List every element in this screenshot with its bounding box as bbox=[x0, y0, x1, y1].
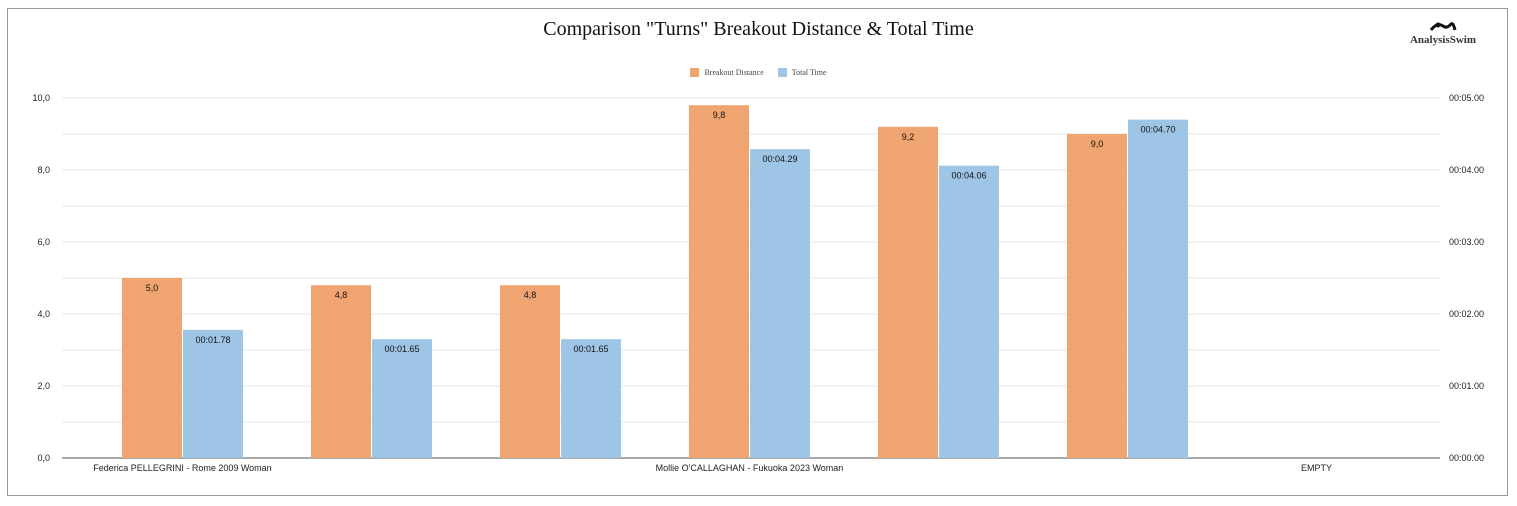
legend-label: Breakout Distance bbox=[704, 68, 764, 77]
bar-total-time bbox=[750, 149, 810, 458]
bar-total-time bbox=[372, 339, 432, 458]
bar-breakout-distance bbox=[689, 105, 749, 458]
data-label: 00:04.06 bbox=[951, 171, 986, 181]
bar-breakout-distance bbox=[1067, 134, 1127, 458]
right-tick-label: 00:01.00 bbox=[1449, 381, 1484, 391]
bar-breakout-distance bbox=[500, 285, 560, 458]
legend-label: Total Time bbox=[791, 68, 827, 77]
bar-breakout-distance bbox=[878, 126, 938, 459]
data-label: 9,8 bbox=[713, 110, 726, 120]
left-tick-label: 10,0 bbox=[32, 93, 50, 103]
bar-total-time bbox=[561, 339, 621, 458]
data-label: 5,0 bbox=[146, 283, 159, 293]
left-tick-label: 8,0 bbox=[37, 165, 50, 175]
right-tick-label: 00:05.00 bbox=[1449, 93, 1484, 103]
left-tick-label: 6,0 bbox=[37, 237, 50, 247]
left-tick-label: 4,0 bbox=[37, 309, 50, 319]
logo-text: AnalysisSwim bbox=[1409, 34, 1477, 46]
right-tick-label: 00:03.00 bbox=[1449, 237, 1484, 247]
bar-total-time bbox=[183, 329, 243, 458]
data-label: 00:04.29 bbox=[762, 154, 797, 164]
left-tick-label: 0,0 bbox=[37, 453, 50, 463]
bar-breakout-distance bbox=[311, 285, 371, 458]
right-tick-label: 00:00.00 bbox=[1449, 453, 1484, 463]
bar-total-time bbox=[1128, 119, 1188, 458]
analysisswim-logo: AnalysisSwim bbox=[1398, 20, 1488, 46]
right-tick-label: 00:02.00 bbox=[1449, 309, 1484, 319]
data-label: 9,0 bbox=[1091, 139, 1104, 149]
data-label: 00:01.78 bbox=[195, 335, 230, 345]
category-label: Mollie O'CALLAGHAN - Fukuoka 2023 Woman bbox=[656, 463, 844, 473]
legend-item-breakout-distance[interactable]: Breakout Distance bbox=[690, 68, 764, 77]
legend-swatch bbox=[777, 68, 787, 77]
data-label: 4,8 bbox=[335, 290, 348, 300]
legend: Breakout Distance Total Time bbox=[0, 68, 1517, 79]
data-label: 00:01.65 bbox=[384, 344, 419, 354]
category-label: Federica PELLEGRINI - Rome 2009 Woman bbox=[93, 463, 271, 473]
data-label: 00:01.65 bbox=[573, 344, 608, 354]
left-tick-label: 2,0 bbox=[37, 381, 50, 391]
right-tick-label: 00:04.00 bbox=[1449, 165, 1484, 175]
bar-total-time bbox=[939, 165, 999, 458]
data-label: 4,8 bbox=[524, 290, 537, 300]
bar-breakout-distance bbox=[122, 278, 182, 458]
category-label: EMPTY bbox=[1301, 463, 1332, 473]
legend-swatch bbox=[690, 68, 700, 77]
data-label: 00:04.70 bbox=[1140, 125, 1175, 135]
legend-item-total-time[interactable]: Total Time bbox=[777, 68, 827, 77]
data-label: 9,2 bbox=[902, 132, 915, 142]
chart-frame bbox=[7, 8, 1508, 496]
swimmer-icon bbox=[1429, 22, 1457, 31]
chart-title: Comparison "Turns" Breakout Distance & T… bbox=[543, 18, 974, 40]
